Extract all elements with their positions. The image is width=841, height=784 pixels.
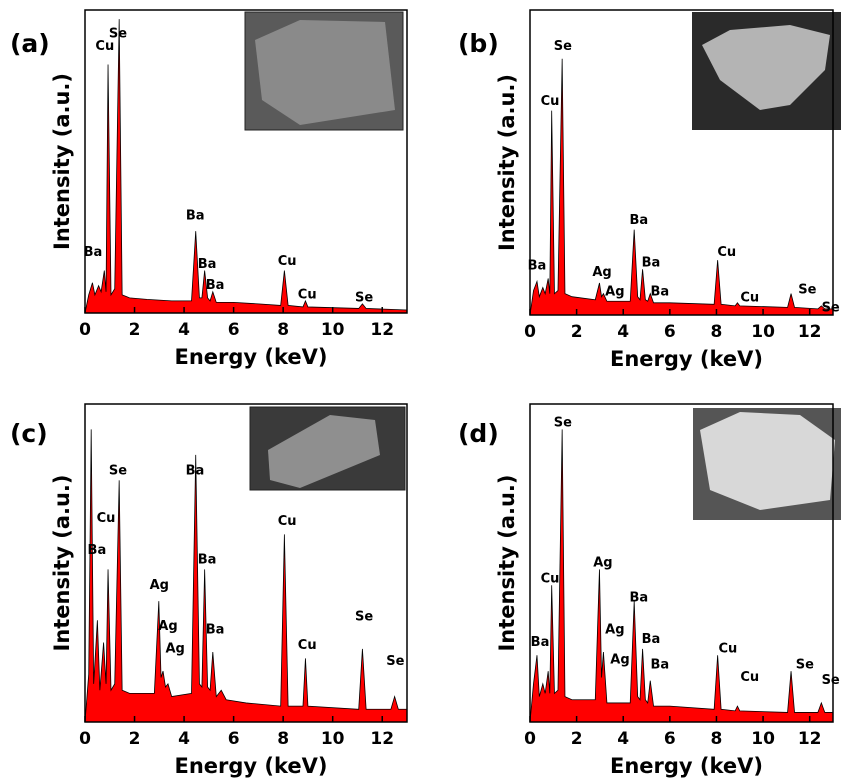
x-tick-label: 6 (664, 729, 676, 749)
x-tick-label: 12 (370, 729, 394, 749)
peak-label: Se (109, 463, 127, 478)
x-tick-label: 12 (370, 320, 394, 340)
x-axis-title: Energy (keV) (174, 754, 327, 778)
x-tick-label: 2 (129, 320, 141, 340)
x-tick-label: 6 (664, 322, 676, 342)
peak-label: Ba (642, 256, 661, 271)
peak-label: Se (554, 39, 572, 54)
page: 024681012BaCuSeBaBaBaCuCuSeEnergy (keV)I… (0, 0, 841, 784)
peak-label: Cu (718, 641, 737, 656)
peak-label: Ag (592, 265, 611, 280)
peak-label: Se (386, 654, 404, 669)
x-tick-label: 10 (321, 729, 345, 749)
x-tick-label: 8 (277, 320, 289, 340)
peak-label: Se (554, 416, 572, 431)
peak-label: Ba (198, 552, 217, 567)
peak-label: Ag (605, 622, 624, 637)
x-tick-label: 10 (751, 322, 775, 342)
panel-label: (d) (458, 419, 499, 448)
x-tick-label: 0 (524, 322, 536, 342)
x-tick-label: 4 (178, 729, 190, 749)
panel-label: (a) (10, 29, 50, 58)
x-tick-label: 12 (798, 322, 822, 342)
x-tick-label: 8 (277, 729, 289, 749)
x-tick-label: 4 (617, 729, 629, 749)
peak-label: Ag (150, 578, 169, 593)
x-tick-label: 6 (228, 729, 240, 749)
peak-label: Ba (630, 213, 649, 228)
peak-label: Se (355, 610, 373, 625)
peak-label: Ag (610, 652, 629, 667)
x-axis-title: Energy (keV) (610, 754, 763, 778)
x-tick-label: 2 (571, 729, 583, 749)
x-tick-label: 0 (79, 729, 91, 749)
peak-label: Ba (642, 632, 661, 647)
peak-label: Ba (528, 259, 547, 274)
peak-label: Cu (298, 287, 317, 302)
x-tick-label: 8 (711, 729, 723, 749)
peak-label: Se (355, 290, 373, 305)
peak-label: Ba (630, 590, 649, 605)
y-axis-title: Intensity (a.u.) (495, 474, 519, 651)
peak-label: Ba (206, 622, 225, 637)
peak-label: Cu (298, 638, 317, 653)
peak-label: Ag (605, 285, 624, 300)
panel-label: (c) (10, 419, 48, 448)
peak-label: Cu (740, 670, 759, 685)
peak-label: Cu (541, 571, 560, 586)
peak-label: Ba (650, 657, 669, 672)
x-axis-title: Energy (keV) (174, 345, 327, 369)
x-tick-label: 6 (228, 320, 240, 340)
y-axis-title: Intensity (a.u.) (50, 474, 74, 651)
x-tick-label: 4 (617, 322, 629, 342)
peak-label: Cu (740, 290, 759, 305)
x-tick-label: 0 (524, 729, 536, 749)
peak-label: Se (796, 657, 814, 672)
peak-label: Ag (158, 619, 177, 634)
x-tick-label: 2 (129, 729, 141, 749)
x-tick-label: 10 (321, 320, 345, 340)
peak-label: Se (798, 282, 816, 297)
peak-label: Se (822, 673, 840, 688)
x-tick-label: 10 (751, 729, 775, 749)
y-axis-title: Intensity (a.u.) (495, 74, 519, 251)
x-tick-label: 2 (571, 322, 583, 342)
peak-label: Ba (186, 209, 205, 224)
peak-label: Ag (593, 556, 612, 571)
peak-label: Cu (97, 511, 116, 526)
peak-label: Se (109, 27, 127, 42)
x-tick-label: 4 (178, 320, 190, 340)
peak-label: Ag (165, 641, 184, 656)
y-axis-title: Intensity (a.u.) (50, 73, 74, 250)
x-tick-label: 0 (79, 320, 91, 340)
peak-label: Ba (531, 635, 550, 650)
x-axis-title: Energy (keV) (610, 347, 763, 371)
peak-label: Cu (541, 94, 560, 109)
peak-label: Ba (186, 463, 205, 478)
peak-label: Ba (88, 543, 107, 558)
x-tick-label: 12 (798, 729, 822, 749)
peak-label: Se (822, 300, 840, 315)
x-tick-label: 8 (711, 322, 723, 342)
peak-label: Ba (84, 245, 103, 260)
peak-label: Cu (717, 245, 736, 260)
figure: 024681012BaCuSeBaBaBaCuCuSeEnergy (keV)I… (0, 0, 841, 784)
peak-label: Cu (278, 254, 297, 269)
peak-label: Ba (198, 257, 217, 272)
panel-label: (b) (458, 29, 499, 58)
peak-label: Cu (278, 514, 297, 529)
peak-label: Ba (650, 285, 669, 300)
peak-label: Ba (206, 278, 225, 293)
